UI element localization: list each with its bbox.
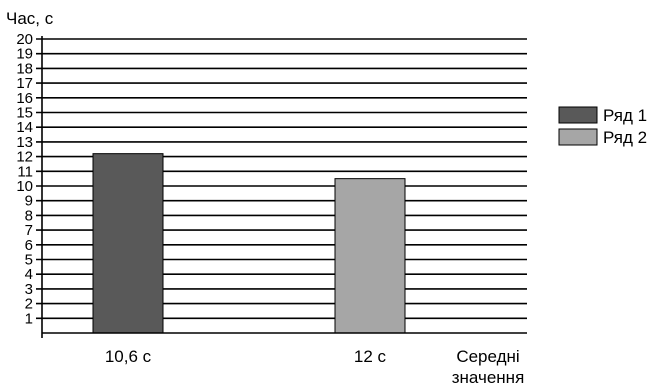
legend-item: Ряд 2 xyxy=(558,128,647,147)
y-tick-label: 5 xyxy=(25,252,33,269)
bars xyxy=(92,153,406,334)
legend-label: Ряд 1 xyxy=(603,106,647,125)
y-tick-label: 1 xyxy=(25,310,33,327)
y-tick-label: 15 xyxy=(16,105,33,122)
y-tick-label: 11 xyxy=(17,163,33,180)
y-tick-label: 12 xyxy=(16,149,33,166)
y-tick-label: 3 xyxy=(25,281,33,298)
bar xyxy=(334,178,406,334)
y-tick-label: 18 xyxy=(16,60,33,77)
y-tick-label: 8 xyxy=(25,207,33,224)
y-tick-label: 4 xyxy=(25,266,33,283)
category-label: 10,6 с xyxy=(105,347,152,366)
category-label: 12 с xyxy=(354,347,387,366)
legend-label: Ряд 2 xyxy=(603,128,647,147)
legend-swatch xyxy=(558,106,598,124)
legend-item: Ряд 1 xyxy=(558,106,647,125)
y-tick-label: 17 xyxy=(16,75,33,92)
y-tick-label: 20 xyxy=(16,31,33,48)
category-labels: 10,6 с 12 с xyxy=(105,347,387,366)
y-tick-label: 9 xyxy=(25,193,33,210)
y-tick-label: 19 xyxy=(16,46,33,63)
legend: Ряд 1 Ряд 2 xyxy=(558,106,647,147)
bar xyxy=(92,153,164,334)
y-tick-label: 7 xyxy=(25,222,33,239)
y-tick-label: 2 xyxy=(25,296,33,313)
chart-title: Час, с xyxy=(6,9,54,28)
x-axis-label-text: Середні значення xyxy=(452,347,525,387)
x-axis-label: Середні значення xyxy=(452,347,525,387)
y-tick-label: 10 xyxy=(16,178,33,195)
y-tick-label: 14 xyxy=(16,119,33,136)
legend-swatch xyxy=(558,128,598,146)
y-tick-label: 6 xyxy=(25,237,33,254)
y-tick-label: 16 xyxy=(16,90,33,107)
y-tick-label: 13 xyxy=(16,134,33,151)
axes xyxy=(41,36,527,338)
